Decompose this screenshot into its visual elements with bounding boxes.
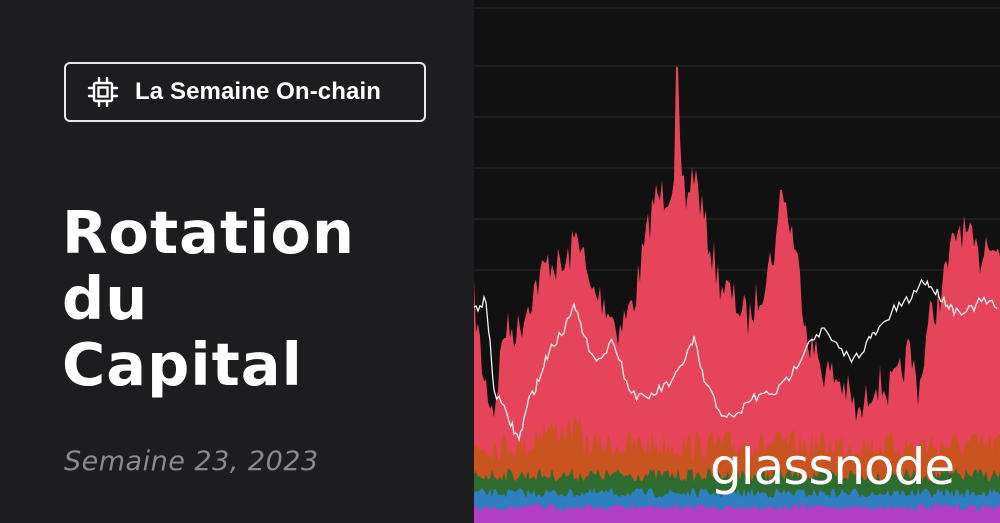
week-subtitle: Semaine 23, 2023 bbox=[64, 446, 319, 477]
price-line bbox=[474, 278, 998, 443]
red-area bbox=[474, 66, 1000, 523]
purple-area bbox=[474, 503, 1000, 523]
decorative-chart bbox=[474, 7, 1000, 523]
glassnode-logo: glassnode bbox=[710, 438, 955, 496]
title-line-2: Capital bbox=[62, 330, 303, 399]
left-panel: La Semaine On-chain Rotation du Capital … bbox=[0, 0, 474, 523]
badge-label: La Semaine On-chain bbox=[135, 78, 381, 105]
page-title: Rotation du Capital bbox=[62, 200, 462, 398]
chart-panel bbox=[474, 0, 1000, 523]
title-line-1: Rotation du bbox=[62, 198, 355, 333]
report-badge: La Semaine On-chain bbox=[64, 62, 426, 122]
chip-icon bbox=[85, 74, 121, 110]
